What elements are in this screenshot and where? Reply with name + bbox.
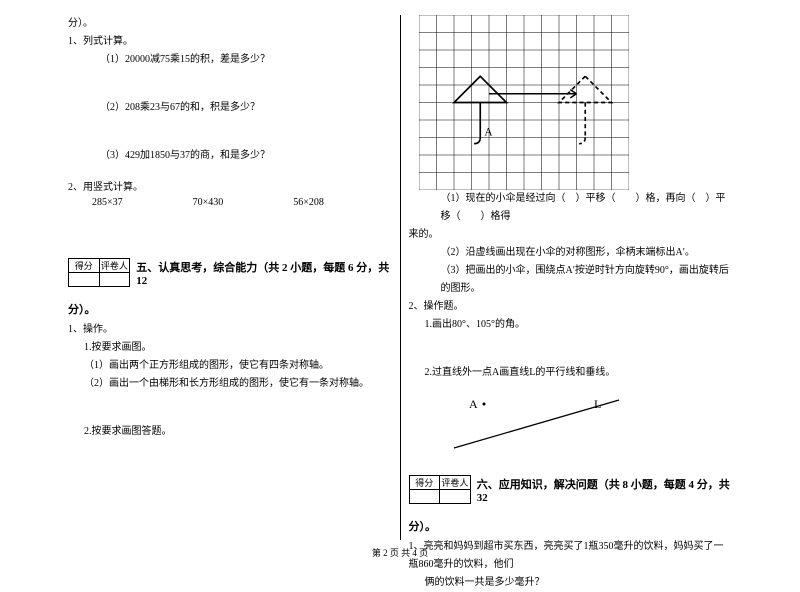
r3: （3）把画出的小伞，围绕点A′按逆时针方向旋转90°，画出旋转后的图形。	[409, 262, 733, 298]
score-table-2: 得分 评卷人	[409, 475, 471, 504]
q6-1b: 俩的饮料一共是多少毫升？	[409, 574, 733, 592]
q2: 2、用竖式计算。	[68, 179, 392, 197]
right-column: A （1）现在的小伞是经过向（ ）平移（ ）格，再向（ ）平移（ ）格得 来的。…	[401, 15, 741, 540]
grader-label-2: 评卷人	[440, 476, 471, 490]
calc-3: 56×208	[293, 197, 324, 208]
score-label: 得分	[69, 259, 100, 273]
section-6-header: 得分 评卷人 六、应用知识，解决问题（共 8 小题，每题 4 分，共 32	[409, 475, 733, 504]
points-suffix-2: 分）。	[68, 301, 392, 321]
score-table: 得分 评卷人	[68, 258, 130, 287]
op1-1b: （2）画出一个由梯形和长方形组成的图形，使它有一条对称轴。	[68, 375, 392, 393]
section-5-header: 得分 评卷人 五、认真思考，综合能力（共 2 小题，每题 6 分，共 12	[68, 258, 392, 287]
grid-diagram: A	[419, 15, 629, 190]
points-suffix-3: 分）。	[409, 518, 733, 538]
q1: 1、列式计算。	[68, 33, 392, 51]
calc-2: 70×430	[193, 197, 224, 208]
section-6-title: 六、应用知识，解决问题（共 8 小题，每题 4 分，共 32	[477, 476, 732, 504]
section-5-title: 五、认真思考，综合能力（共 2 小题，每题 6 分，共 12	[136, 259, 391, 287]
op1: 1、操作。	[68, 321, 392, 339]
r1: （1）现在的小伞是经过向（ ）平移（ ）格，再向（ ）平移（ ）格得	[409, 190, 733, 226]
left-column: 分）。 1、列式计算。 （1）20000减75乘15的积，差是多少？ （2）20…	[60, 15, 401, 540]
r1b: 来的。	[409, 226, 733, 244]
op1-2: 2.按要求画图答题。	[68, 423, 392, 441]
line-L-label: L	[594, 397, 601, 411]
line-L-diagram: A L	[439, 388, 639, 458]
op1-1: 1.按要求画图。	[68, 339, 392, 357]
r2: （2）沿虚线画出现在小伞的对称图形，伞柄末端标出A′。	[409, 244, 733, 262]
op2-1: 1.画出80°、105°的角。	[409, 316, 733, 334]
op2: 2、操作题。	[409, 298, 733, 316]
grader-label: 评卷人	[99, 259, 130, 273]
q1-3: （3）429加1850与37的商，和是多少？	[68, 147, 392, 165]
q1-1: （1）20000减75乘15的积，差是多少？	[68, 51, 392, 69]
calc-1: 285×37	[92, 197, 123, 208]
score-label-2: 得分	[409, 476, 440, 490]
op2-2: 2.过直线外一点A画直线L的平行线和垂线。	[409, 364, 733, 382]
point-A-label: A	[469, 397, 478, 411]
q1-2: （2）208乘23与67的和，积是多少？	[68, 99, 392, 117]
svg-text:A: A	[484, 126, 493, 138]
page-footer: 第 2 页 共 4 页	[0, 546, 800, 559]
points-suffix: 分）。	[68, 15, 392, 33]
op1-1a: （1）画出两个正方形组成的图形，使它有四条对称轴。	[68, 357, 392, 375]
